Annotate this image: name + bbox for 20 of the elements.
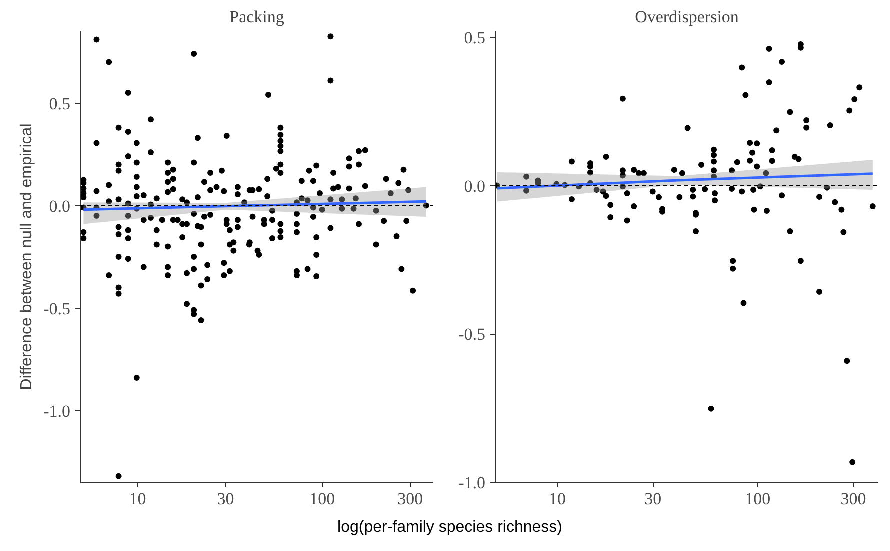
x-tick-label: 10	[129, 490, 146, 508]
y-tick-label: -1.0	[458, 474, 486, 492]
x-tick-label: 30	[644, 490, 662, 508]
y-tick-label: 0.0	[464, 176, 486, 196]
x-tick-label: 300	[398, 490, 424, 508]
y-tick-label: -1.0	[44, 402, 71, 421]
x-tick-label: 100	[745, 490, 771, 508]
y-tick-label: -0.5	[458, 325, 486, 344]
y-tick-label: 0.5	[464, 28, 486, 48]
x-axis-title: log(per-family species richness)	[338, 518, 562, 538]
y-tick-label: 0.5	[49, 94, 70, 114]
x-tick-label: 100	[310, 490, 336, 508]
x-tick-label: 10	[549, 490, 566, 508]
y-tick-label: -0.5	[44, 299, 71, 318]
y-axis-title: Difference between null and empirical	[18, 124, 36, 390]
y-tick-label: 0.0	[49, 196, 70, 216]
chart-title: Packing	[230, 8, 285, 26]
x-tick-label: 300	[840, 490, 866, 508]
x-tick-label: 30	[217, 490, 234, 508]
chart-title: Overdispersion	[635, 8, 740, 26]
